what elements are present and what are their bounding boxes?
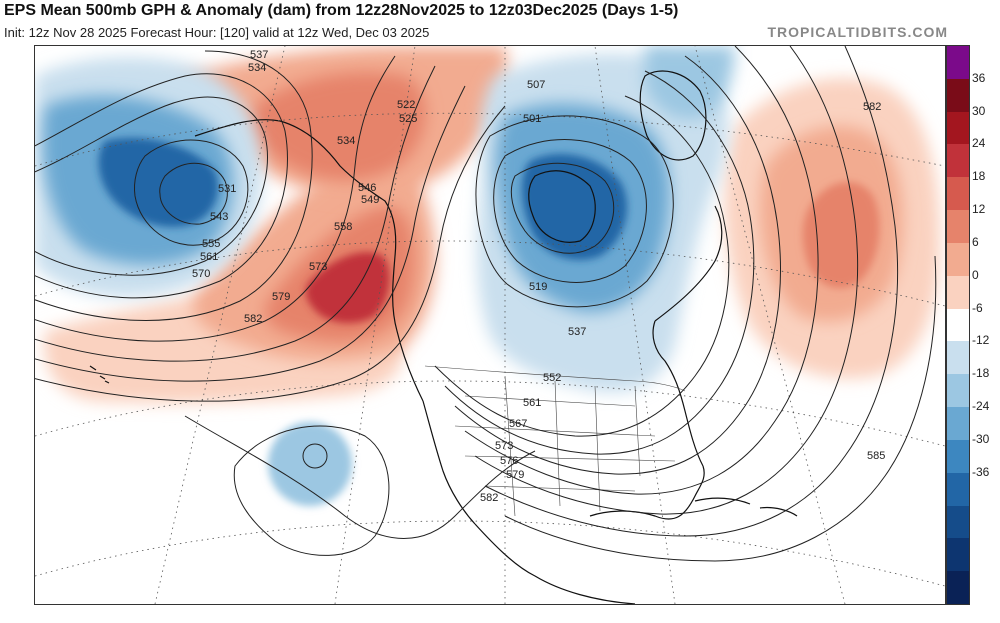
contour-label: 501 xyxy=(523,113,541,125)
contour-labels: 537 534 531 543 555 561 570 579 582 522 … xyxy=(192,49,885,504)
colorbar-tick-label: -12 xyxy=(972,333,990,348)
coastlines xyxy=(89,70,798,604)
contour-label: 519 xyxy=(529,281,547,293)
anomaly-colorbar xyxy=(946,45,970,605)
colorbar-segment xyxy=(947,111,969,145)
negative-anomaly-cutoff-low xyxy=(268,422,352,506)
contour-label: 561 xyxy=(200,251,218,263)
colorbar-segment xyxy=(947,210,969,244)
negative-anomaly-greenland xyxy=(645,46,735,120)
colorbar-tick-label: -24 xyxy=(972,399,990,414)
negative-anomaly-hudson-bay-max xyxy=(521,153,628,260)
negative-anomaly-north-pacific-max xyxy=(98,137,219,227)
contour-label: 582 xyxy=(244,313,262,325)
colorbar-segment xyxy=(947,374,969,408)
contour-label: 579 xyxy=(506,469,524,481)
colorbar-segment xyxy=(947,46,969,80)
contour-label: 573 xyxy=(495,440,513,452)
contour-label: 552 xyxy=(543,372,561,384)
contour-label: 507 xyxy=(527,79,545,91)
contour-label: 522 xyxy=(397,99,415,111)
positive-anomaly-atlantic-max xyxy=(802,182,880,289)
contour-label: 555 xyxy=(202,238,220,250)
colorbar-tick-label: -30 xyxy=(972,431,990,446)
colorbar-segment xyxy=(947,177,969,211)
contour-label: 549 xyxy=(361,194,379,206)
colorbar-segment xyxy=(947,341,969,375)
contour-label: 579 xyxy=(272,291,290,303)
contour-label: 582 xyxy=(863,101,881,113)
colorbar-tick-label: 0 xyxy=(972,267,979,282)
colorbar-segment xyxy=(947,242,969,277)
colorbar-segment xyxy=(947,538,969,572)
colorbar-segment xyxy=(947,439,969,474)
colorbar-segment xyxy=(947,78,969,113)
contour-label: 537 xyxy=(250,49,268,61)
colorbar-tick-label: -18 xyxy=(972,366,990,381)
colorbar-tick-label: -36 xyxy=(972,464,990,479)
contour-label: 561 xyxy=(523,397,541,409)
contour-label: 534 xyxy=(248,62,266,74)
colorbar-tick-label: -6 xyxy=(972,300,983,315)
colorbar-tick-label: 12 xyxy=(972,202,986,217)
colorbar-segment xyxy=(947,407,969,441)
contour-label: 531 xyxy=(218,183,236,195)
positive-anomaly-ne-pacific-max xyxy=(305,252,390,323)
contour-label: 558 xyxy=(334,221,352,233)
colorbar-tick-label: 30 xyxy=(972,103,986,118)
colorbar-tick-label: 36 xyxy=(972,70,986,85)
colorbar-tick-label: 24 xyxy=(972,136,986,151)
graticule xyxy=(35,46,945,604)
contour-label: 573 xyxy=(309,261,327,273)
contour-label: 585 xyxy=(867,450,885,462)
brand-watermark: TROPICALTIDBITS.COM xyxy=(767,24,948,40)
positive-anomaly-alaska-core xyxy=(249,72,426,181)
gph-contours xyxy=(35,46,937,562)
contour-label: 537 xyxy=(568,326,586,338)
contour-label: 570 xyxy=(192,268,210,280)
colorbar-tick-label: 6 xyxy=(972,234,979,249)
colorbar-segment xyxy=(947,308,969,342)
anomaly-shading xyxy=(35,46,940,506)
colorbar-segment xyxy=(947,144,969,178)
contour-label: 534 xyxy=(337,135,355,147)
contour-label: 576 xyxy=(500,455,518,467)
map-canvas: 537 534 531 543 555 561 570 579 582 522 … xyxy=(35,46,945,604)
contour-label: 582 xyxy=(480,492,498,504)
political-borders xyxy=(424,365,686,517)
contour-label: 543 xyxy=(210,211,228,223)
colorbar-segment xyxy=(947,505,969,539)
north-america-map: 537 534 531 543 555 561 570 579 582 522 … xyxy=(34,45,946,605)
chart-subtitle: Init: 12z Nov 28 2025 Forecast Hour: [12… xyxy=(4,25,430,40)
contour-label: 546 xyxy=(358,182,376,194)
contour-label: 525 xyxy=(399,113,417,125)
colorbar-tick-label: 18 xyxy=(972,169,986,184)
contour-label: 567 xyxy=(509,418,527,430)
colorbar-segment xyxy=(947,571,969,605)
chart-title: EPS Mean 500mb GPH & Anomaly (dam) from … xyxy=(4,2,679,19)
colorbar-segment xyxy=(947,472,969,507)
colorbar-segment xyxy=(947,275,969,310)
